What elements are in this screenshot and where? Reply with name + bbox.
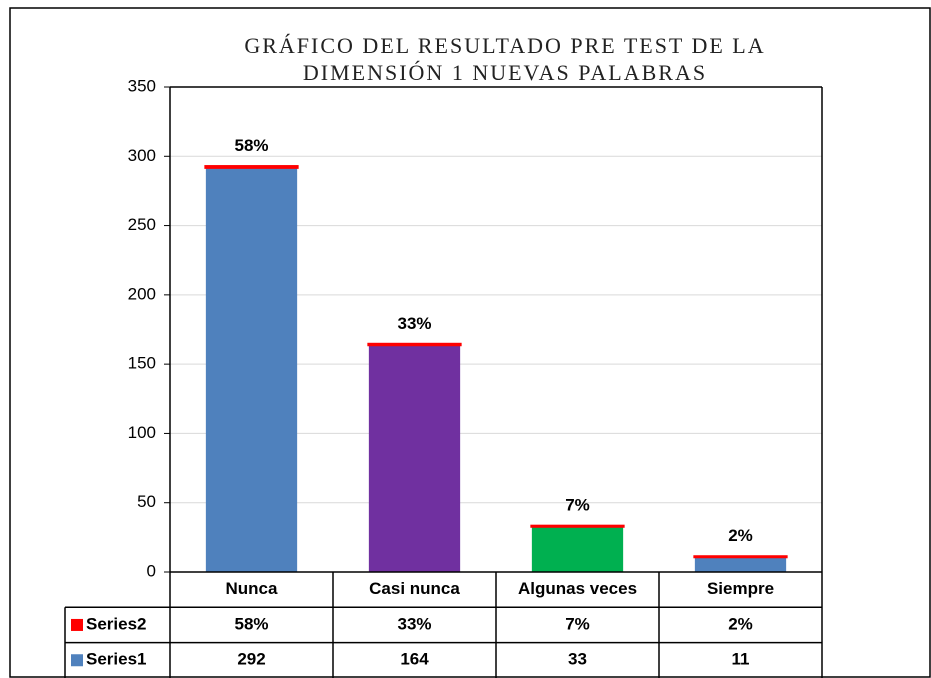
data-label: 58% [234, 136, 268, 155]
table-cell: 33 [568, 650, 587, 669]
bar-segment [205, 167, 298, 572]
bar-segment [531, 526, 624, 572]
y-tick-label: 0 [147, 561, 156, 580]
chart-title: DIMENSIÓN 1 NUEVAS PALABRAS [303, 60, 707, 85]
x-tick-label: Nunca [226, 579, 279, 598]
y-tick-label: 100 [128, 423, 156, 442]
legend-label: Series2 [86, 614, 147, 633]
y-tick-label: 50 [137, 492, 156, 511]
table-cell: 292 [237, 650, 265, 669]
y-tick-label: 150 [128, 354, 156, 373]
y-tick-label: 350 [128, 76, 156, 95]
data-label: 33% [397, 314, 431, 333]
table-cell: 2% [728, 614, 753, 633]
table-cell: 7% [565, 614, 590, 633]
y-tick-label: 200 [128, 284, 156, 303]
bar-segment [204, 165, 299, 169]
table-cell: 33% [397, 614, 431, 633]
legend-swatch [71, 654, 83, 667]
x-tick-label: Casi nunca [369, 579, 460, 598]
table-cell: 58% [234, 614, 268, 633]
legend-label: Series1 [86, 650, 147, 669]
chart-title: GRÁFICO DEL RESULTADO PRE TEST DE LA [244, 33, 765, 58]
table-cell: 11 [732, 650, 750, 669]
bar-segment [368, 344, 461, 572]
x-tick-label: Algunas veces [518, 579, 637, 598]
bar-segment [694, 556, 787, 572]
data-label: 2% [728, 526, 753, 545]
x-tick-label: Siempre [707, 579, 774, 598]
y-tick-label: 300 [128, 146, 156, 165]
data-label: 7% [565, 496, 590, 515]
legend-swatch [71, 618, 83, 631]
y-tick-label: 250 [128, 215, 156, 234]
table-cell: 164 [400, 650, 429, 669]
